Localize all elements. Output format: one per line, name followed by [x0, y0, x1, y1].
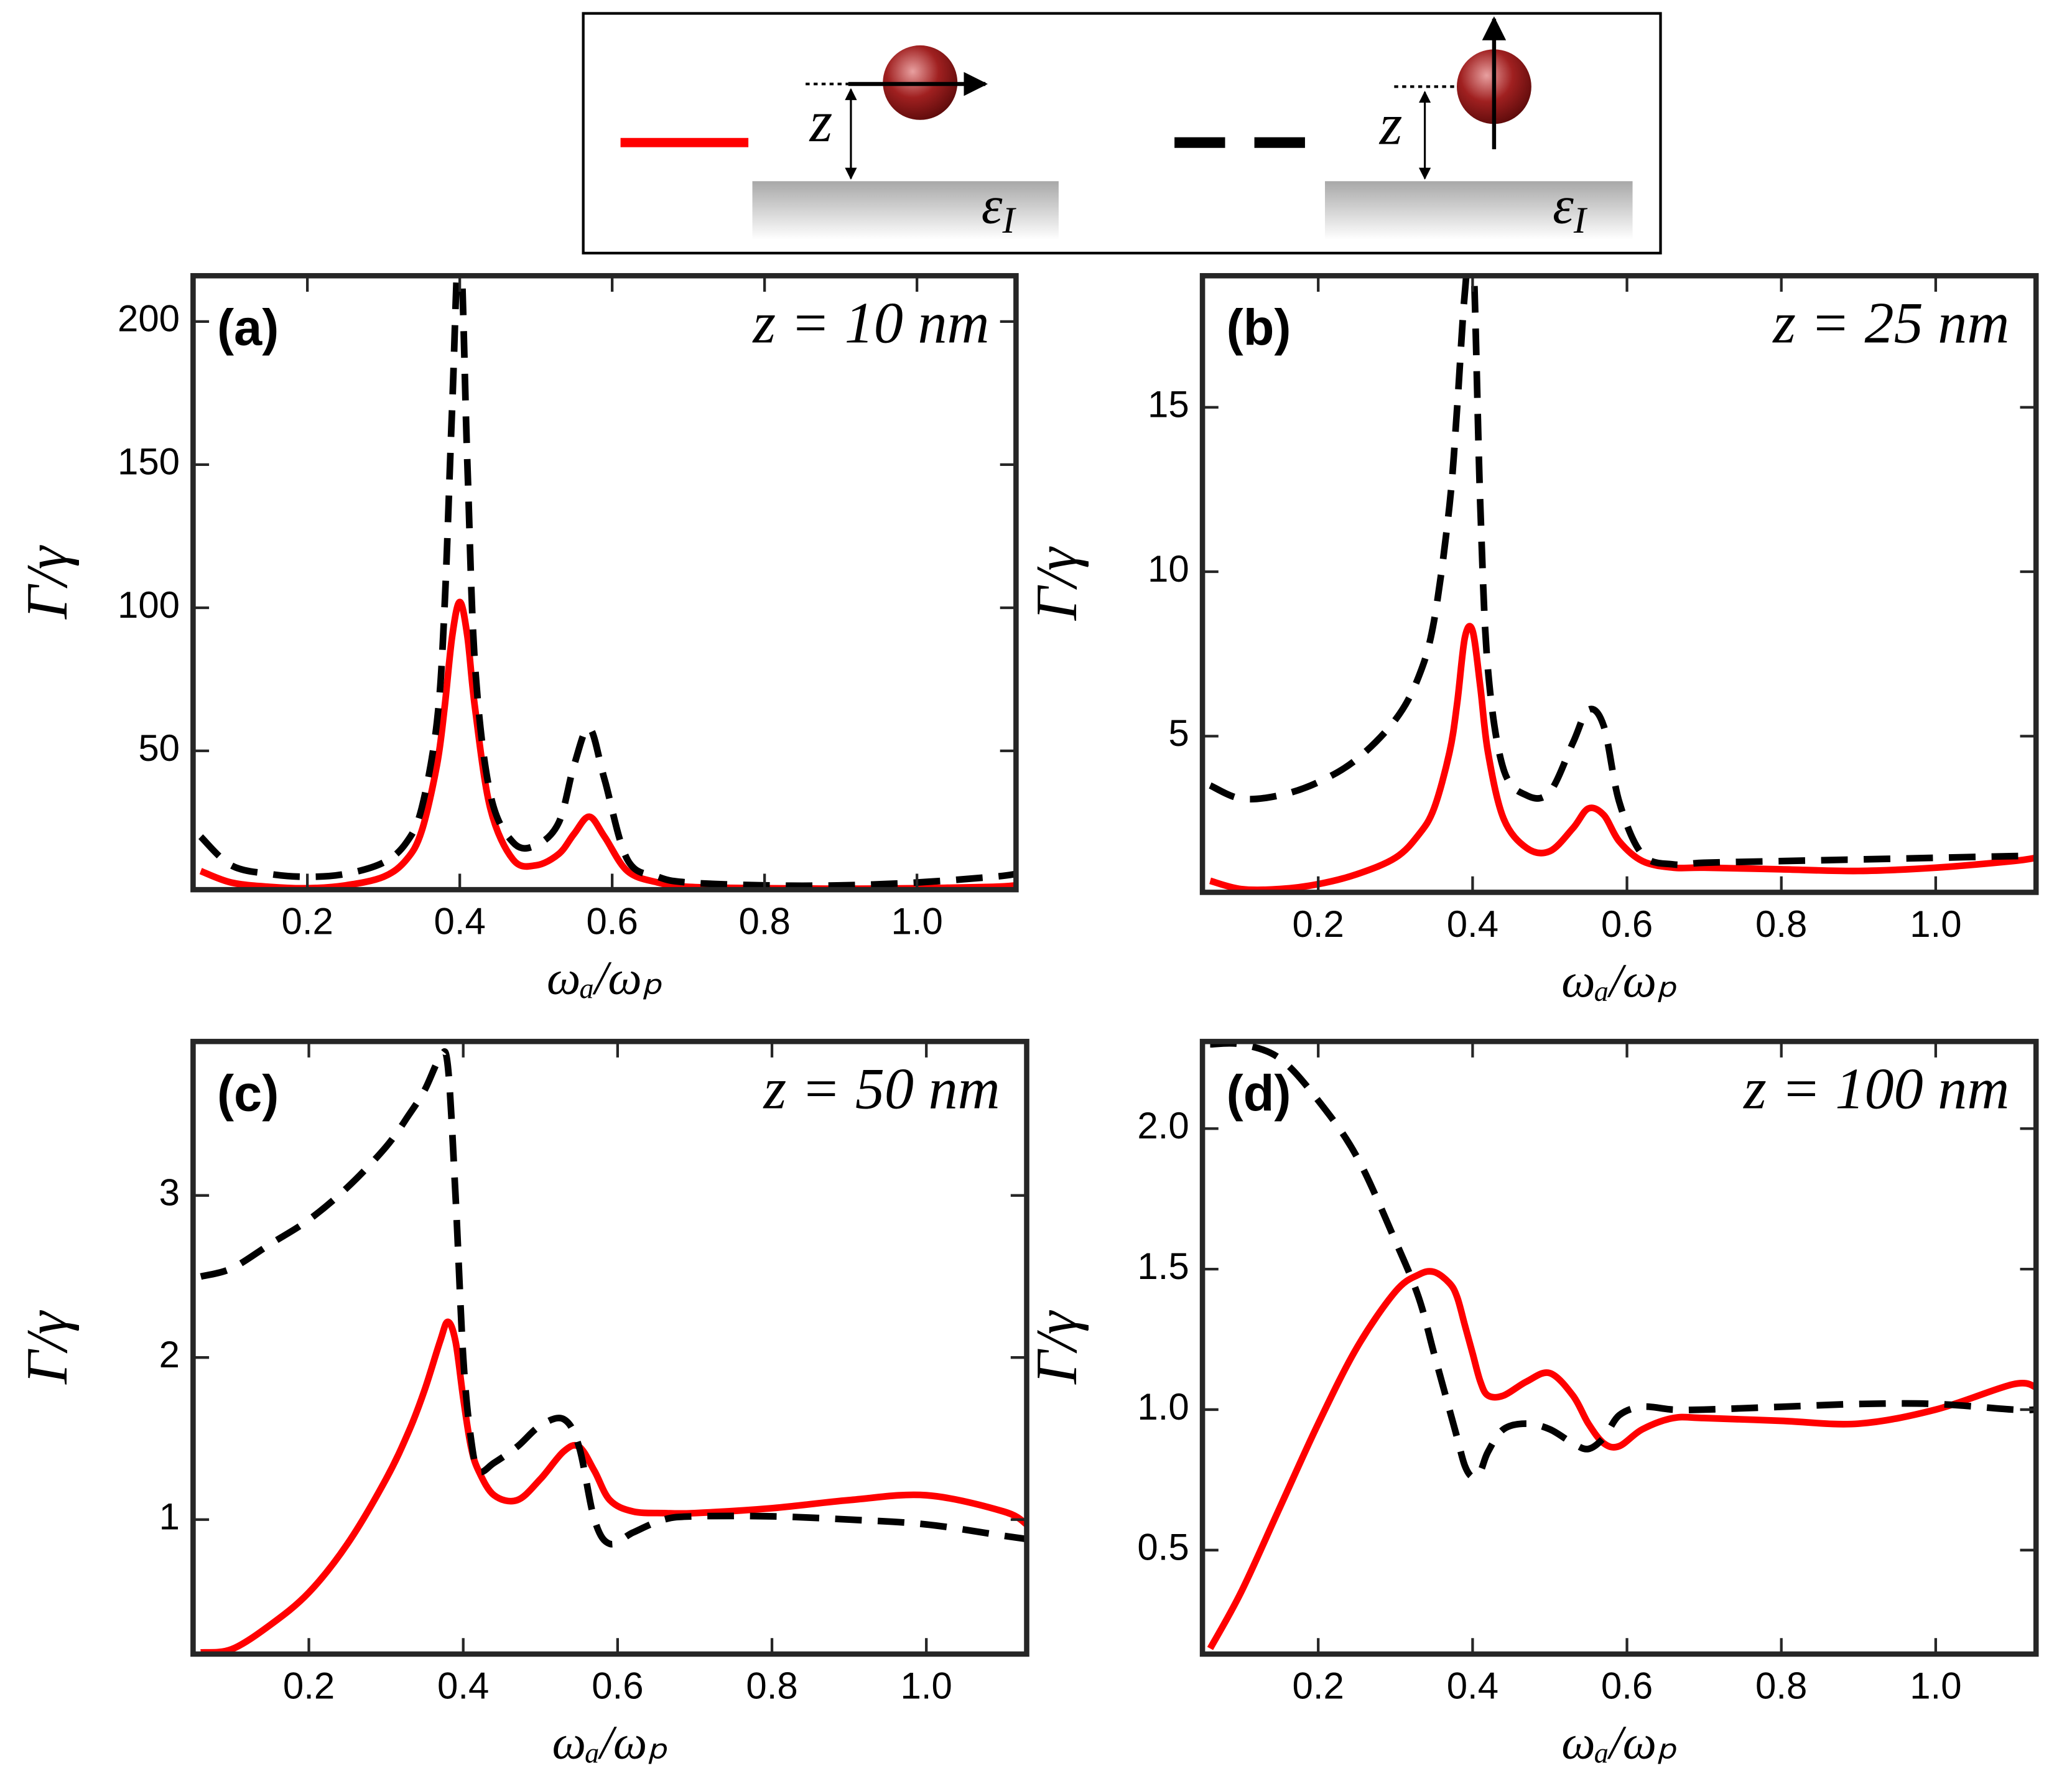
axes-box — [190, 272, 1019, 893]
x-axis-label: ωₐ/ωₚ — [552, 1715, 668, 1769]
data-line — [198, 276, 1016, 890]
data-line — [1210, 1041, 2037, 1481]
panel: 0.2 0.4 0.6 0.8 1.0 50 100 150 200 (a) z = 10 nm ωₐ… — [15, 272, 1019, 1005]
x-tick-label: 0.4 — [1447, 903, 1498, 945]
x-tick-label: 0.6 — [586, 901, 638, 942]
data-line — [199, 598, 1016, 890]
x-tick-label: 0.6 — [592, 1665, 643, 1706]
distance-label: z — [809, 90, 833, 154]
x-tick-label: 0.2 — [283, 1665, 335, 1706]
medium-label: εI — [1553, 175, 1588, 241]
data-line — [1209, 623, 2037, 893]
y-axis-label: Γ/γ — [1024, 1309, 1089, 1385]
y-tick-label: 50 — [138, 727, 180, 769]
x-tick-label: 0.2 — [281, 901, 333, 942]
x-tick-label: 0.4 — [434, 901, 485, 942]
y-axis-label: Γ/γ — [1024, 546, 1089, 621]
x-tick-label: 0.4 — [437, 1665, 489, 1706]
y-tick-label: 1.0 — [1137, 1386, 1189, 1428]
axes-box — [1199, 272, 2039, 895]
y-tick-label: 0.5 — [1137, 1527, 1189, 1568]
axes-box — [190, 1038, 1029, 1657]
x-tick-label: 0.8 — [1755, 903, 1807, 945]
x-axis-label: ωₐ/ωₚ — [1561, 954, 1677, 1007]
annotation: z = 50 nm — [763, 1056, 1000, 1121]
x-axis-label: ωₐ/ωₚ — [1561, 1715, 1677, 1769]
panel-label: (c) — [217, 1066, 279, 1122]
y-tick-label: 15 — [1148, 384, 1189, 426]
y-tick-label: 1 — [159, 1496, 180, 1538]
x-tick-label: 0.4 — [1447, 1665, 1498, 1706]
x-tick-label: 0.8 — [746, 1665, 797, 1706]
legend: z εI z εI — [582, 12, 1662, 255]
y-tick-label: 1.5 — [1137, 1245, 1189, 1287]
x-tick-label: 0.8 — [738, 901, 790, 942]
panel-label: (b) — [1227, 300, 1291, 356]
y-tick-label: 100 — [118, 584, 180, 626]
axes-box — [1199, 1038, 2039, 1657]
x-tick-label: 1.0 — [1910, 1665, 1961, 1706]
surface — [752, 181, 1059, 240]
y-axis-label: Γ/γ — [15, 544, 80, 620]
y-tick-label: 2.0 — [1137, 1105, 1189, 1146]
x-tick-label: 0.6 — [1601, 903, 1653, 945]
x-tick-label: 0.6 — [1601, 1665, 1653, 1706]
x-tick-label: 1.0 — [901, 1665, 952, 1706]
y-axis-label: Γ/γ — [15, 1309, 80, 1385]
plot-area — [1209, 276, 2037, 893]
panel-label: (a) — [217, 300, 279, 356]
x-tick-label: 1.0 — [1910, 903, 1961, 945]
y-tick-label: 200 — [118, 298, 180, 340]
annotation: z = 100 nm — [1742, 1056, 2009, 1121]
y-tick-label: 150 — [118, 441, 180, 483]
x-tick-label: 0.8 — [1755, 1665, 1807, 1706]
y-tick-label: 3 — [159, 1172, 180, 1214]
data-line — [200, 1048, 1027, 1548]
x-tick-label: 0.2 — [1293, 1665, 1344, 1706]
annotation: z = 25 nm — [1772, 291, 2009, 356]
panel: 0.2 0.4 0.6 0.8 1.0 1 2 3 (c) z = 50 nm ωₐ/ωₚ Γ/γ — [15, 1038, 1029, 1769]
x-tick-label: 1.0 — [891, 901, 942, 942]
y-tick-label: 5 — [1168, 712, 1189, 754]
surface — [1325, 181, 1633, 240]
y-tick-label: 10 — [1148, 548, 1189, 590]
panel: 0.2 0.4 0.6 0.8 1.0 5 10 15 (b) z = 25 nm ωₐ/ωₚ Γ/γ — [1024, 272, 2039, 1007]
distance-label: z — [1378, 93, 1403, 157]
x-tick-label: 0.2 — [1293, 903, 1344, 945]
data-line — [1207, 1268, 2037, 1650]
data-line — [200, 1318, 1027, 1654]
medium-label: εI — [982, 175, 1017, 241]
y-tick-label: 2 — [159, 1334, 180, 1375]
plot-area — [1207, 1041, 2037, 1650]
panel: 0.2 0.4 0.6 0.8 1.0 0.5 1.0 1.5 2.0 (d) z = 100 nm… — [1024, 1038, 2039, 1769]
x-axis-label: ωₐ/ωₚ — [547, 951, 662, 1005]
panel-label: (d) — [1227, 1066, 1291, 1122]
plot-area — [200, 1048, 1027, 1654]
annotation: z = 10 nm — [751, 291, 989, 356]
